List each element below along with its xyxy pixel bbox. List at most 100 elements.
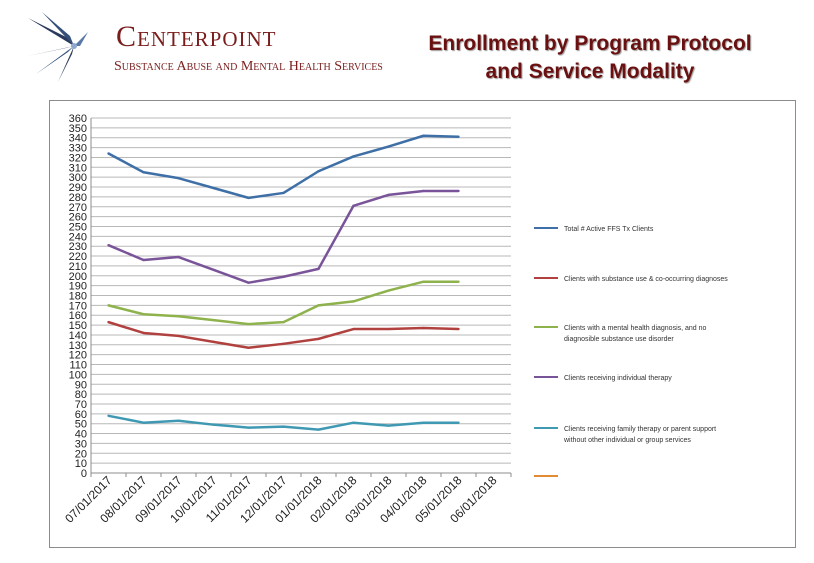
y-tick-label: 100	[69, 369, 87, 381]
data-point	[107, 320, 110, 324]
y-tick-label: 340	[69, 133, 87, 145]
legend-label: Clients with substance use & co-occurrin…	[564, 276, 728, 283]
data-point	[212, 423, 215, 426]
data-point	[422, 326, 425, 330]
legend-label: Total # Active FFS Tx Clients	[564, 226, 654, 233]
y-tick-label: 50	[75, 419, 87, 431]
legend-label: without other individual or group servic…	[563, 437, 691, 444]
y-tick-label: 90	[75, 379, 87, 391]
data-point	[387, 424, 390, 427]
data-point	[387, 289, 390, 292]
y-tick-label: 60	[75, 409, 87, 421]
y-tick-label: 220	[69, 251, 87, 263]
logo-subtitle: Substance Abuse and Mental Health Servic…	[114, 59, 383, 74]
data-point	[352, 155, 355, 158]
data-point	[177, 334, 180, 338]
y-tick-label: 360	[69, 113, 87, 125]
legend-label: Clients with a mental health diagnosis, …	[564, 325, 707, 332]
y-tick-label: 290	[69, 182, 87, 194]
title-line-2: and Service Modality	[485, 60, 695, 83]
data-point	[177, 255, 180, 259]
data-point	[317, 337, 320, 341]
data-point	[422, 189, 425, 193]
data-point	[177, 176, 180, 180]
data-point	[387, 193, 390, 197]
data-point	[177, 419, 180, 422]
legend-label: Clients receiving individual therapy	[564, 375, 672, 382]
data-point	[247, 196, 250, 200]
y-tick-label: 10	[75, 458, 87, 470]
data-point	[212, 268, 215, 272]
data-point	[352, 421, 355, 424]
y-tick-label: 80	[75, 389, 87, 401]
data-point	[282, 275, 285, 278]
series-line-3	[108, 280, 459, 326]
data-point	[247, 346, 250, 349]
y-tick-label: 110	[69, 360, 87, 372]
y-tick-label: 300	[69, 172, 87, 184]
y-tick-label: 30	[75, 438, 87, 450]
data-point	[457, 135, 460, 138]
y-tick-label: 150	[69, 320, 87, 332]
chart-frame: 0 10 20 30 40 50 60 70 80 90 100 110 120 130 140 150 160…	[49, 100, 796, 548]
data-point	[387, 145, 390, 148]
data-point	[282, 191, 285, 195]
data-point	[142, 171, 145, 174]
y-tick-label: 20	[75, 448, 87, 460]
y-tick-label: 180	[69, 291, 87, 303]
data-point	[422, 421, 425, 424]
y-tick-label: 170	[69, 300, 87, 312]
legend-label: Clients receiving family therapy or pare…	[564, 426, 716, 433]
data-point	[352, 300, 355, 303]
y-tick-label: 240	[69, 231, 87, 243]
data-point	[212, 340, 215, 344]
data-point	[247, 281, 250, 284]
data-point	[142, 258, 145, 262]
y-tick-label: 250	[69, 221, 87, 233]
data-point	[212, 186, 215, 190]
y-tick-label: 0	[81, 468, 87, 480]
data-point	[457, 327, 460, 331]
data-point	[387, 327, 390, 331]
data-point	[142, 421, 145, 424]
data-point	[107, 152, 110, 155]
data-point	[247, 426, 250, 429]
data-point	[317, 304, 320, 307]
data-point	[457, 280, 460, 283]
data-point	[142, 331, 145, 335]
y-tick-label: 260	[69, 212, 87, 224]
y-tick-label: 120	[69, 350, 87, 362]
data-point	[212, 318, 215, 322]
data-point	[457, 421, 460, 424]
data-point	[107, 304, 110, 307]
y-tick-label: 140	[69, 330, 87, 342]
y-tick-label: 200	[69, 271, 87, 283]
data-point	[177, 315, 180, 318]
data-point	[352, 327, 355, 331]
data-point	[282, 320, 285, 324]
y-tick-label: 190	[69, 281, 87, 293]
data-point	[317, 267, 320, 271]
legend-label: diagnosible substance use disorder	[564, 336, 674, 343]
centerpoint-logo: Centerpoint Substance Abuse and Mental H…	[28, 12, 408, 84]
title-line-1: Enrollment by Program Protocol	[428, 32, 752, 55]
logo-name: Centerpoint	[116, 20, 277, 53]
data-point	[457, 189, 460, 193]
y-tick-label: 280	[69, 192, 87, 204]
page-title: Enrollment by Program Protocol and Servi…	[400, 30, 780, 86]
data-point	[142, 313, 145, 316]
data-point	[422, 134, 425, 137]
y-tick-label: 320	[69, 152, 87, 164]
y-tick-label: 70	[75, 399, 87, 411]
data-point	[282, 425, 285, 428]
data-point	[107, 414, 110, 418]
data-point	[107, 244, 110, 247]
data-point	[422, 280, 425, 283]
y-tick-label: 350	[69, 123, 87, 135]
y-tick-label: 230	[69, 241, 87, 253]
y-tick-label: 270	[69, 202, 87, 214]
data-point	[317, 170, 320, 173]
line-chart: 0102030405060708090100110120130140150160…	[62, 113, 728, 526]
y-tick-label: 210	[69, 261, 87, 273]
y-tick-label: 40	[75, 429, 87, 441]
